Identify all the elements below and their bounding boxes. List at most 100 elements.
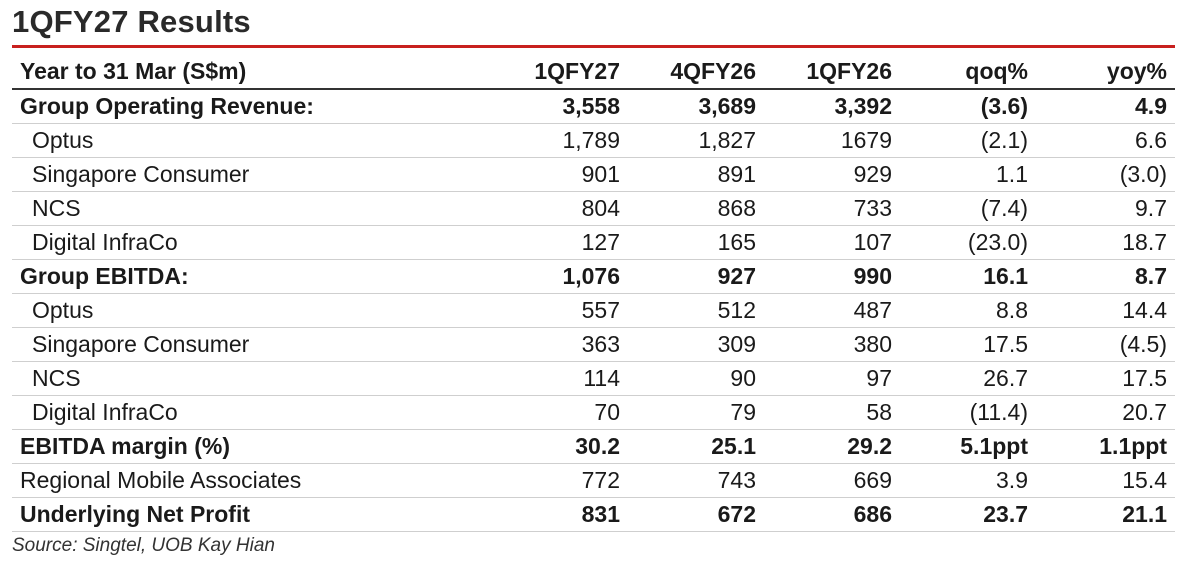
cell-yoy: 20.7 <box>1036 395 1175 430</box>
cell-4qfy26: 79 <box>628 395 764 430</box>
cell-4qfy26: 90 <box>628 361 764 396</box>
cell-qoq: 8.8 <box>900 293 1036 328</box>
cell-4qfy26: 309 <box>628 327 764 362</box>
table-row: Digital InfraCo 127 165 107 (23.0) 18.7 <box>12 225 1175 260</box>
cell-qoq: 1.1 <box>900 157 1036 192</box>
table-row: EBITDA margin (%) 30.2 25.1 29.2 5.1ppt 1.1pp… <box>12 429 1175 464</box>
row-label: Group Operating Revenue: <box>12 89 492 124</box>
cell-1qfy27: 114 <box>492 361 628 396</box>
cell-qoq: 26.7 <box>900 361 1036 396</box>
cell-1qfy27: 1,076 <box>492 259 628 294</box>
column-header-yoy: yoy% <box>1036 55 1175 90</box>
cell-1qfy27: 804 <box>492 191 628 226</box>
cell-1qfy27: 3,558 <box>492 89 628 124</box>
cell-1qfy26: 58 <box>764 395 900 430</box>
row-label: Underlying Net Profit <box>12 497 492 532</box>
cell-1qfy27: 1,789 <box>492 123 628 158</box>
cell-qoq: (23.0) <box>900 225 1036 260</box>
cell-yoy: 8.7 <box>1036 259 1175 294</box>
cell-4qfy26: 25.1 <box>628 429 764 464</box>
table-row: Group Operating Revenue: 3,558 3,689 3,392(… <box>12 89 1175 124</box>
results-table: Year to 31 Mar (S$m) 1QFY27 4QFY26 1QFY2… <box>12 55 1175 532</box>
cell-4qfy26: 1,827 <box>628 123 764 158</box>
cell-1qfy26: 1679 <box>764 123 900 158</box>
cell-1qfy26: 3,392 <box>764 89 900 124</box>
column-header-1qfy27: 1QFY27 <box>492 55 628 90</box>
row-label: NCS <box>12 361 492 396</box>
cell-1qfy27: 127 <box>492 225 628 260</box>
row-label: NCS <box>12 191 492 226</box>
row-label: Digital InfraCo <box>12 225 492 260</box>
cell-1qfy26: 733 <box>764 191 900 226</box>
column-header-qoq: qoq% <box>900 55 1036 90</box>
cell-1qfy26: 380 <box>764 327 900 362</box>
cell-qoq: 17.5 <box>900 327 1036 362</box>
cell-1qfy27: 772 <box>492 463 628 498</box>
cell-1qfy27: 831 <box>492 497 628 532</box>
cell-qoq: (2.1) <box>900 123 1036 158</box>
cell-qoq: (3.6) <box>900 89 1036 124</box>
cell-1qfy26: 669 <box>764 463 900 498</box>
row-label: Digital InfraCo <box>12 395 492 430</box>
cell-yoy: 6.6 <box>1036 123 1175 158</box>
cell-4qfy26: 3,689 <box>628 89 764 124</box>
cell-yoy: 17.5 <box>1036 361 1175 396</box>
cell-yoy: (3.0) <box>1036 157 1175 192</box>
cell-qoq: (11.4) <box>900 395 1036 430</box>
table-row: Singapore Consumer 363 309 380 17.5 (4.5) <box>12 327 1175 362</box>
column-header-4qfy26: 4QFY26 <box>628 55 764 90</box>
cell-1qfy27: 30.2 <box>492 429 628 464</box>
table-row: Optus 1,789 1,827 1679 (2.1) 6.6 <box>12 123 1175 158</box>
cell-1qfy26: 487 <box>764 293 900 328</box>
table-row: NCS 114 90 97 26.7 17.5 <box>12 361 1175 396</box>
cell-yoy: 14.4 <box>1036 293 1175 328</box>
row-label: Optus <box>12 123 492 158</box>
cell-qoq: 5.1ppt <box>900 429 1036 464</box>
cell-1qfy27: 363 <box>492 327 628 362</box>
row-label: Group EBITDA: <box>12 259 492 294</box>
table-row: Underlying Net Profit 831 672 686 23.7 21.1 <box>12 497 1175 532</box>
column-header-1qfy26: 1QFY26 <box>764 55 900 90</box>
cell-4qfy26: 868 <box>628 191 764 226</box>
table-row: Group EBITDA: 1,076 927 990 16.1 8.7 <box>12 259 1175 294</box>
cell-1qfy26: 929 <box>764 157 900 192</box>
cell-1qfy26: 107 <box>764 225 900 260</box>
table-row: Digital InfraCo 70 79 58 (11.4) 20.7 <box>12 395 1175 430</box>
row-label: Singapore Consumer <box>12 157 492 192</box>
cell-1qfy26: 686 <box>764 497 900 532</box>
cell-4qfy26: 743 <box>628 463 764 498</box>
cell-4qfy26: 927 <box>628 259 764 294</box>
cell-qoq: 3.9 <box>900 463 1036 498</box>
table-body: Group Operating Revenue: 3,558 3,689 3,392(… <box>12 89 1175 532</box>
cell-yoy: 1.1ppt <box>1036 429 1175 464</box>
table-row: NCS 804 868 733 (7.4) 9.7 <box>12 191 1175 226</box>
page-title: 1QFY27 Results <box>12 4 251 39</box>
table-row: Regional Mobile Associates 772 743 669 3.9 15… <box>12 463 1175 498</box>
cell-4qfy26: 165 <box>628 225 764 260</box>
cell-qoq: 23.7 <box>900 497 1036 532</box>
row-label: Regional Mobile Associates <box>12 463 492 498</box>
cell-yoy: 15.4 <box>1036 463 1175 498</box>
table-row: Optus 557 512 487 8.8 14.4 <box>12 293 1175 328</box>
cell-4qfy26: 512 <box>628 293 764 328</box>
cell-yoy: 21.1 <box>1036 497 1175 532</box>
cell-1qfy26: 990 <box>764 259 900 294</box>
cell-1qfy27: 901 <box>492 157 628 192</box>
cell-qoq: 16.1 <box>900 259 1036 294</box>
cell-1qfy27: 70 <box>492 395 628 430</box>
cell-yoy: 9.7 <box>1036 191 1175 226</box>
cell-qoq: (7.4) <box>900 191 1036 226</box>
cell-4qfy26: 891 <box>628 157 764 192</box>
cell-yoy: (4.5) <box>1036 327 1175 362</box>
title-rule <box>12 45 1175 48</box>
cell-1qfy26: 97 <box>764 361 900 396</box>
column-header-period: Year to 31 Mar (S$m) <box>12 55 492 90</box>
cell-yoy: 4.9 <box>1036 89 1175 124</box>
row-label: EBITDA margin (%) <box>12 429 492 464</box>
table-header-row: Year to 31 Mar (S$m) 1QFY27 4QFY26 1QFY2… <box>12 55 1175 90</box>
table-row: Singapore Consumer 901 891 929 1.1 (3.0) <box>12 157 1175 192</box>
cell-4qfy26: 672 <box>628 497 764 532</box>
cell-1qfy27: 557 <box>492 293 628 328</box>
row-label: Singapore Consumer <box>12 327 492 362</box>
row-label: Optus <box>12 293 492 328</box>
